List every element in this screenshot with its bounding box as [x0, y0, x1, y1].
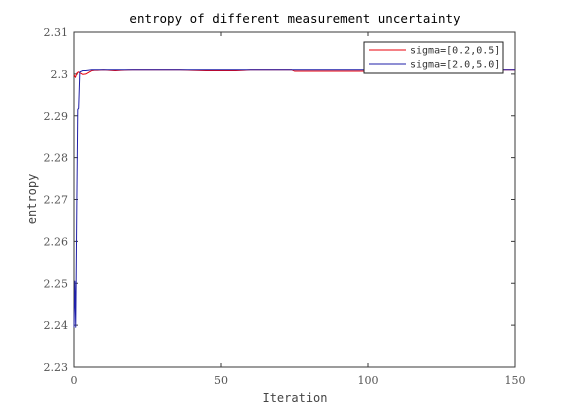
- legend-entries: sigma=[0.2,0.5] sigma=[2.0,5.0]: [369, 46, 500, 71]
- y-tick-label: 2.23: [44, 361, 69, 374]
- legend-label-1: sigma=[0.2,0.5]: [410, 46, 500, 57]
- x-tick-label: 150: [505, 374, 526, 387]
- x-axis-label: Iteration: [262, 391, 327, 405]
- y-tick-label: 2.3: [51, 68, 69, 81]
- y-tick-label: 2.31: [44, 26, 69, 39]
- y-tick-label: 2.26: [44, 235, 69, 248]
- legend-box: [363, 41, 504, 74]
- x-tick-label: 50: [214, 374, 228, 387]
- y-axis-label: entropy: [25, 174, 39, 225]
- y-tick-label: 2.27: [44, 194, 69, 207]
- legend: sigma=[0.2,0.5] sigma=[2.0,5.0]: [363, 41, 504, 74]
- plot-area: [73, 31, 516, 368]
- y-tick-label: 2.29: [44, 110, 69, 123]
- chart-title: entropy of different measurement uncerta…: [129, 11, 461, 26]
- axis-tick-labels: 0 50 100 150 2.23 2.24 2.25 2.26 2.27 2.28 2.29 2.3…: [44, 26, 526, 387]
- y-tick-label: 2.28: [44, 152, 69, 165]
- legend-label-2: sigma=[2.0,5.0]: [410, 60, 500, 71]
- y-tick-label: 2.24: [44, 319, 69, 332]
- x-tick-label: 100: [358, 374, 379, 387]
- y-tick-label: 2.25: [44, 277, 69, 290]
- x-tick-label: 0: [71, 374, 78, 387]
